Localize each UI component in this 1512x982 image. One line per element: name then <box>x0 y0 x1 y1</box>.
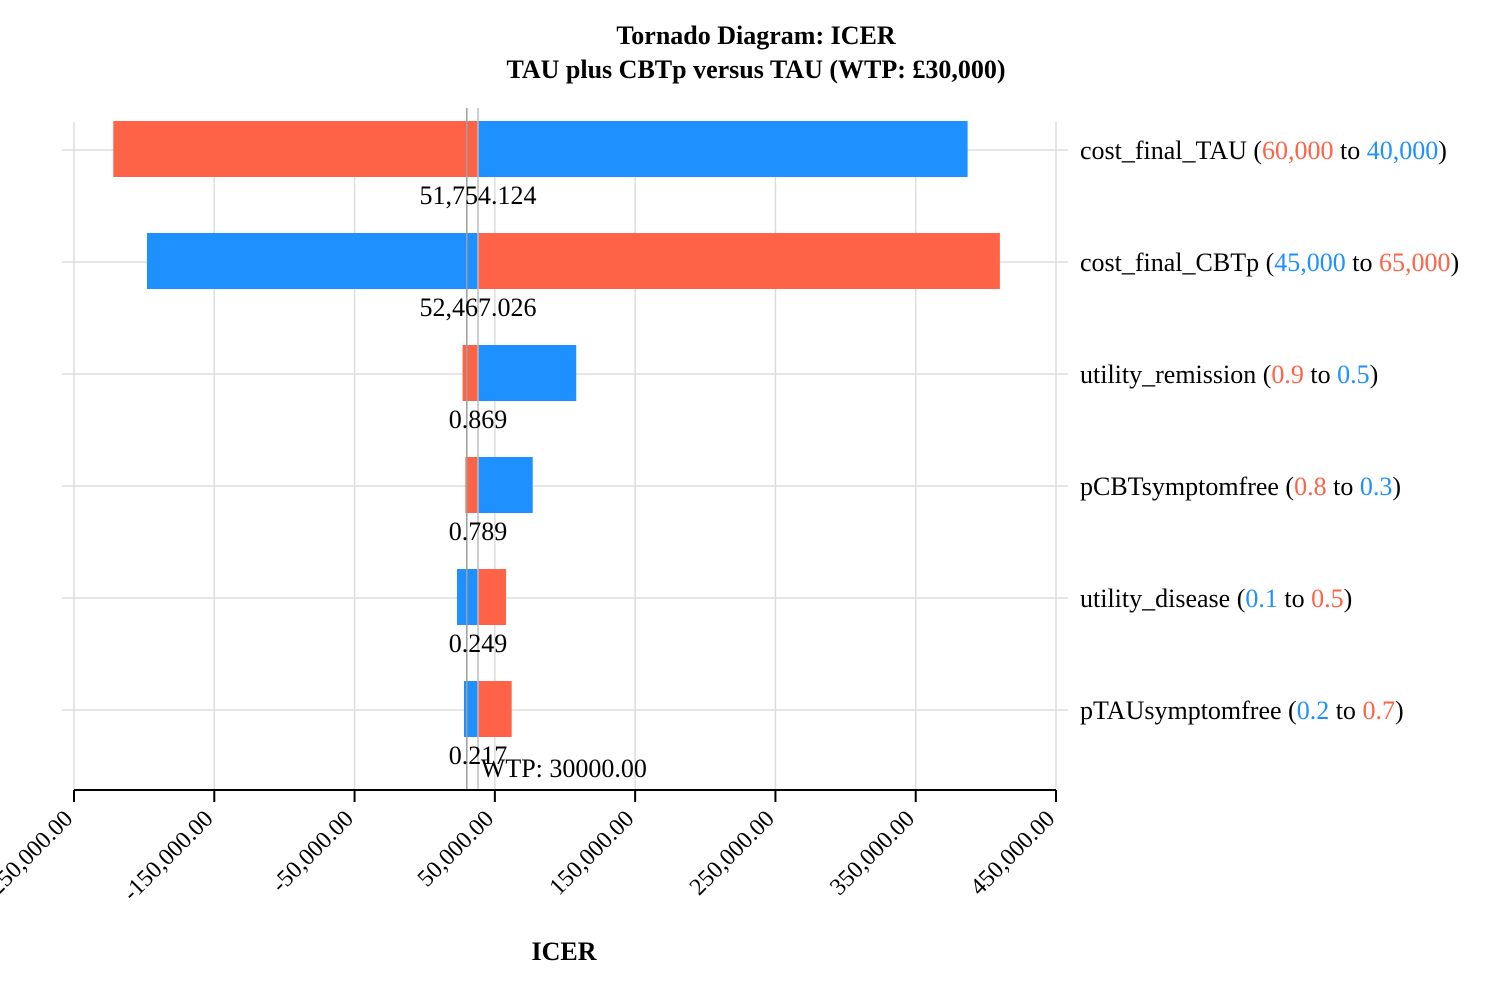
bar-left-segment <box>465 457 479 513</box>
base-value-label: 52,467.026 <box>420 293 537 322</box>
x-axis: -250,000.00 -150,000.00 -50,000.00 50,000.0… <box>0 789 1060 906</box>
bar-left-segment <box>462 345 479 401</box>
bar-right-segment <box>478 233 1000 289</box>
base-value-label: 0.789 <box>449 517 508 546</box>
x-tick-label: 150,000.00 <box>545 806 640 901</box>
x-tick-label: -150,000.00 <box>118 806 218 906</box>
bars <box>113 121 1000 737</box>
bar-left-segment <box>146 233 479 289</box>
base-value-label: 0.217 <box>449 741 508 770</box>
x-tick-label: 250,000.00 <box>685 806 780 901</box>
parameter-label: utility_remission (0.9 to 0.5) <box>1080 360 1378 389</box>
bar-right-segment <box>478 121 968 177</box>
bar-right-segment <box>478 345 577 401</box>
bar-right-segment <box>478 681 512 737</box>
parameter-label: cost_final_CBTp (45,000 to 65,000) <box>1080 248 1459 277</box>
bar-left-segment <box>113 121 479 177</box>
labels: 51,754.124 cost_final_TAU (60,000 to 40,0… <box>420 136 1460 783</box>
base-value-label: 0.249 <box>449 629 508 658</box>
chart-title: Tornado Diagram: ICER <box>616 21 896 50</box>
parameter-label: pTAUsymptomfree (0.2 to 0.7) <box>1080 696 1404 725</box>
chart-subtitle: TAU plus CBTp versus TAU (WTP: £30,000) <box>506 55 1005 84</box>
grid-lines <box>62 122 1068 790</box>
bar-right-segment <box>478 569 507 625</box>
x-axis-title: ICER <box>531 937 596 966</box>
x-tick-label: 50,000.00 <box>413 806 499 892</box>
x-tick-label: 350,000.00 <box>825 806 920 901</box>
parameter-label: utility_disease (0.1 to 0.5) <box>1080 584 1352 613</box>
parameter-label: cost_final_TAU (60,000 to 40,000) <box>1080 136 1447 165</box>
wtp-label: WTP: 30000.00 <box>481 754 647 783</box>
base-value-label: 51,754.124 <box>420 181 537 210</box>
bar-right-segment <box>478 457 533 513</box>
base-value-label: 0.869 <box>449 405 508 434</box>
x-tick-label: -50,000.00 <box>267 806 359 898</box>
x-tick-label: 450,000.00 <box>965 806 1060 901</box>
reference-lines <box>466 108 479 790</box>
x-tick-label: -250,000.00 <box>0 806 78 906</box>
parameter-label: pCBTsymptomfree (0.8 to 0.3) <box>1080 472 1401 501</box>
